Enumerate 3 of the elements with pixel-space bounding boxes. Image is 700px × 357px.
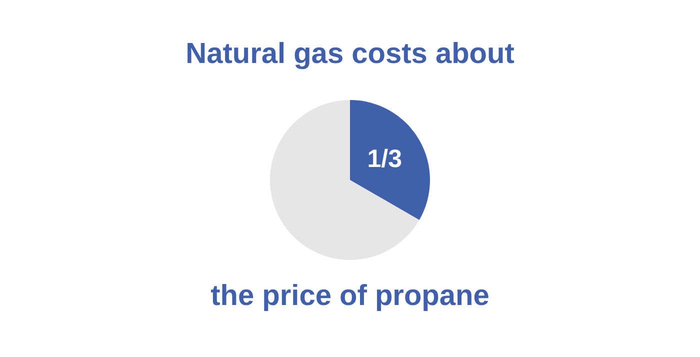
chart-title: Natural gas costs about [184, 38, 516, 71]
data-label: 1/3 [367, 144, 402, 173]
text: the price of propane [210, 280, 490, 313]
